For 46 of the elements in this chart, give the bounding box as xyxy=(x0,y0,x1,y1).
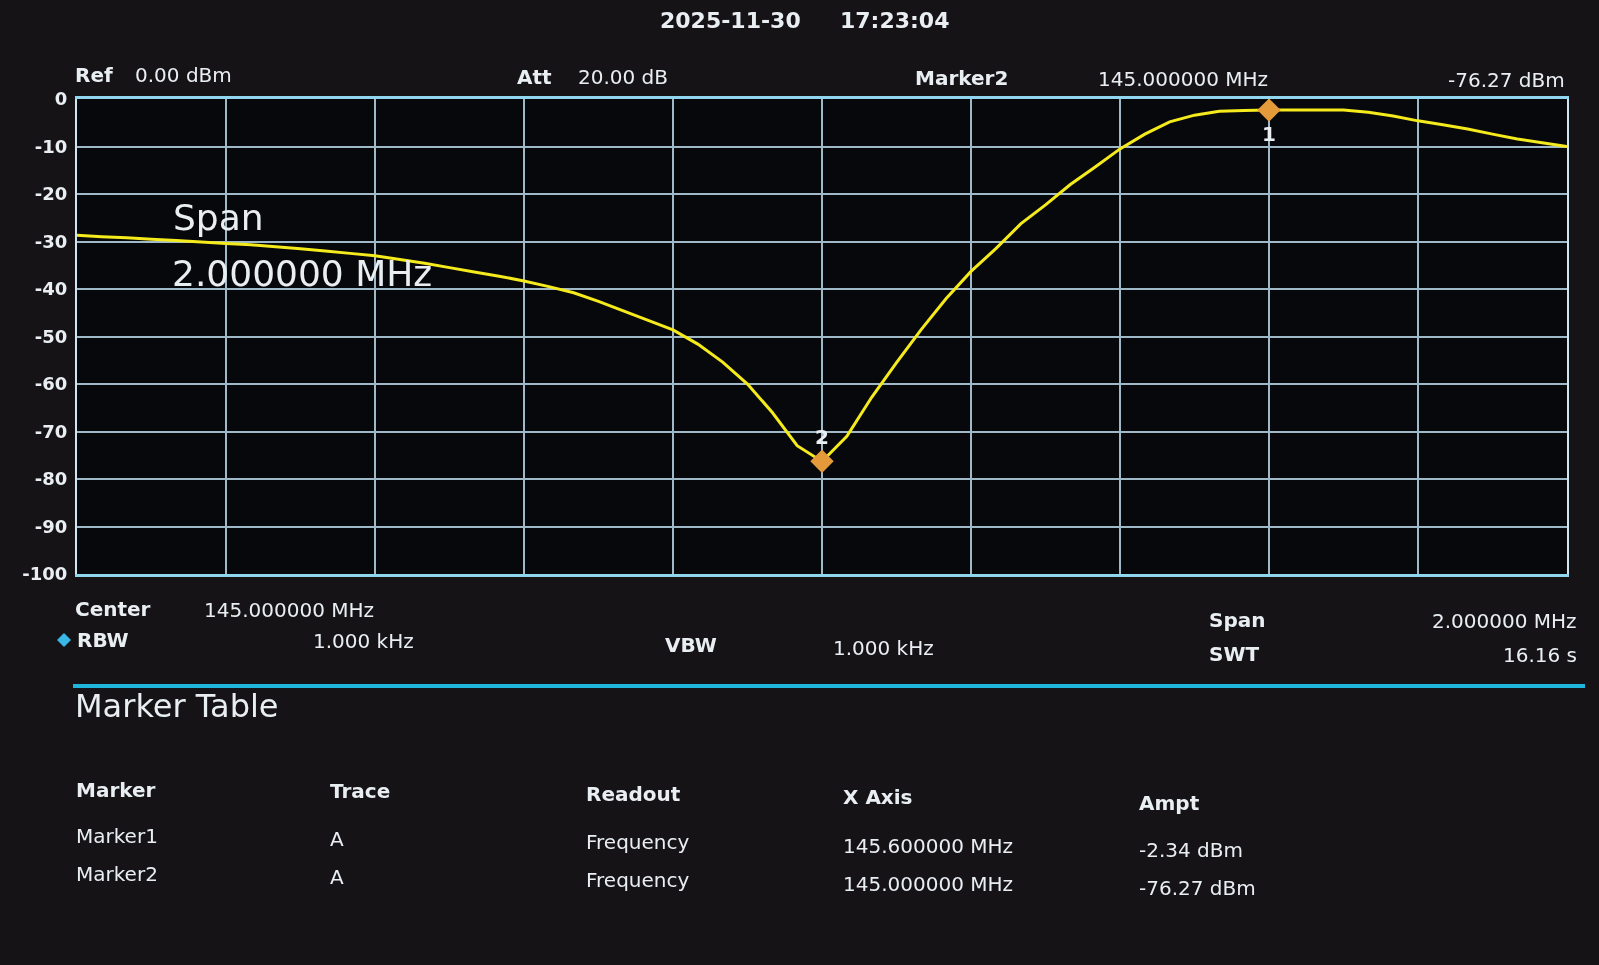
text: Ref xyxy=(75,63,113,87)
text: Marker2 xyxy=(915,66,1009,90)
y-tick-label: -30 xyxy=(34,230,68,252)
y-tick-label: -100 xyxy=(22,563,68,585)
y-tick-label: -10 xyxy=(34,135,68,157)
y-tick-label: 0 xyxy=(54,88,68,110)
text: -76.27 dBm xyxy=(1448,68,1565,92)
text: 20.00 dB xyxy=(578,65,669,89)
y-tick-label: -90 xyxy=(34,515,68,537)
text: Trace xyxy=(330,779,391,803)
text: Marker2 xyxy=(76,862,158,886)
text: Marker xyxy=(76,778,156,802)
y-tick-label: -20 xyxy=(34,183,68,205)
text: Frequency xyxy=(586,868,690,892)
y-tick-label: -40 xyxy=(34,278,68,300)
text: A xyxy=(330,827,344,851)
y-tick-label: -50 xyxy=(34,325,68,347)
text: 16.16 s xyxy=(1503,643,1578,667)
text: Span xyxy=(1209,608,1266,632)
text: Marker Table xyxy=(75,687,279,725)
text: 2025-11-30 xyxy=(660,8,801,33)
text: 145.600000 MHz xyxy=(843,834,1014,858)
text: 1.000 kHz xyxy=(313,629,414,653)
text: X Axis xyxy=(843,785,913,809)
y-tick-label: -60 xyxy=(34,373,68,395)
text: Center xyxy=(75,597,151,621)
text: 2.000000 MHz xyxy=(1432,609,1577,633)
text: -76.27 dBm xyxy=(1139,876,1256,900)
text: A xyxy=(330,865,344,889)
y-tick-label: -70 xyxy=(34,420,68,442)
y-tick-label: -80 xyxy=(34,468,68,490)
text: SWT xyxy=(1209,642,1260,666)
text: 0.00 dBm xyxy=(135,63,232,87)
text: 145.000000 MHz xyxy=(843,872,1014,896)
text: Att xyxy=(517,65,553,89)
text: RBW xyxy=(77,628,129,652)
text: 145.000000 MHz xyxy=(204,598,375,622)
text: Frequency xyxy=(586,830,690,854)
text: 17:23:04 xyxy=(840,8,950,33)
text: 1.000 kHz xyxy=(833,636,934,660)
text: -2.34 dBm xyxy=(1139,838,1244,862)
text: Ampt xyxy=(1139,791,1200,815)
text: 145.000000 MHz xyxy=(1098,67,1269,91)
text: VBW xyxy=(665,633,717,657)
text: Readout xyxy=(586,782,681,806)
text: Marker1 xyxy=(76,824,158,848)
